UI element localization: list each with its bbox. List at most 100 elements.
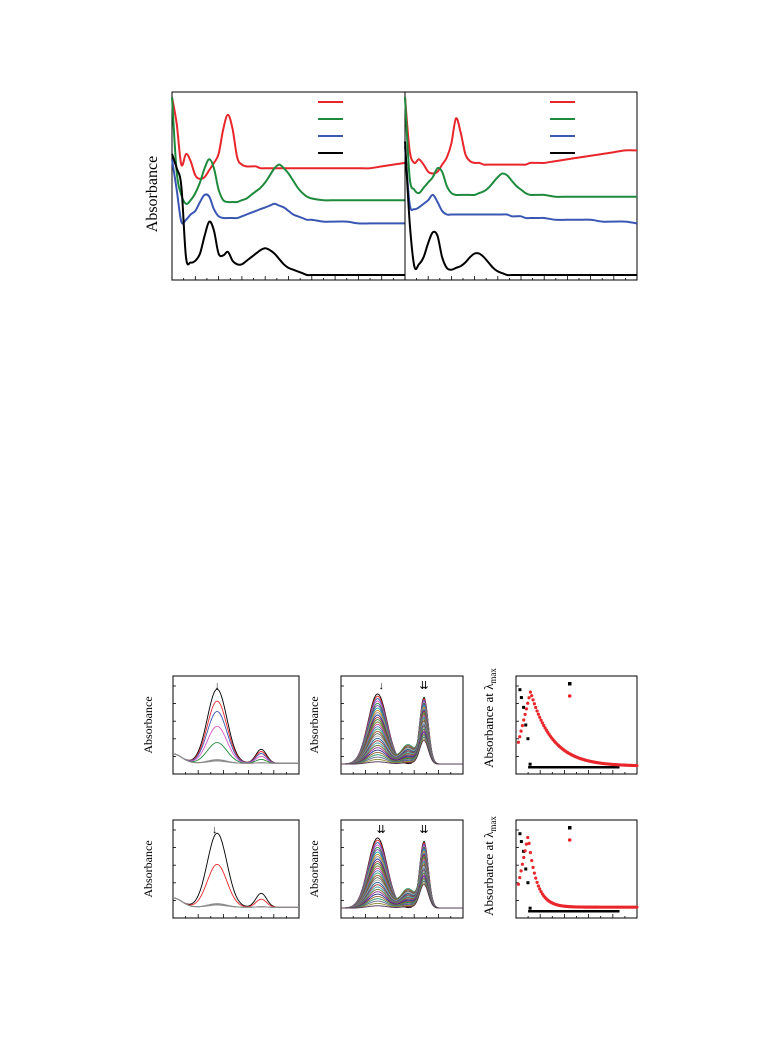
panel-r2c3-point-black <box>573 910 576 913</box>
panel-r2c3-point-red <box>523 849 527 853</box>
panel-r2c3-point-black <box>600 910 604 913</box>
panel-r2c3-point-black <box>548 910 551 913</box>
panel-r1c3-point-black <box>591 766 595 769</box>
panel-r1c3-point-red <box>539 718 543 722</box>
panel-r2c3-point-black <box>557 910 560 913</box>
panel-r1c3-point-black <box>600 766 604 769</box>
panel-r2c3-point-black <box>526 881 530 885</box>
panel-r2c3-legend-black <box>568 826 572 830</box>
panel-r2c3-point-black <box>609 910 613 913</box>
panel-r1c3-point-black <box>540 766 544 769</box>
top-panel-1-frame <box>404 91 638 281</box>
panel-r1c3-point-black <box>606 766 609 769</box>
panel-r2c3-point-black <box>555 910 558 913</box>
panel-r2c2-arrow: ⇊ <box>377 824 386 836</box>
panel-r1c3-point-black <box>526 737 530 741</box>
panel-r2c3-point-black <box>617 910 620 913</box>
panel-r1c3-point-black <box>571 766 575 769</box>
panel-r1c3-point-black <box>573 766 576 769</box>
panel-r2c3-point-red <box>538 887 542 891</box>
panel-r2c3-point-black <box>611 910 615 913</box>
panel-r1c3-point-black <box>587 766 591 769</box>
panel-r2c3-point-black <box>549 910 553 913</box>
panel-r1c3-point-black <box>615 766 618 769</box>
panel-r2c3-point-black <box>584 910 587 913</box>
panel-r2c3-point-black <box>602 910 606 913</box>
panel-r1c3-point-black <box>519 696 523 700</box>
panel-r1c3-point-black <box>566 766 569 769</box>
panel-r2c3-point-black <box>582 910 586 913</box>
panel-r1c3-point-black <box>607 766 611 769</box>
panel-r1c1-curve <box>172 710 299 764</box>
panel-r1c3-point-black <box>537 766 540 769</box>
panel-r1c3-point-black <box>558 766 562 769</box>
panel-r2c3-point-red <box>536 884 540 888</box>
panel-r1c3-point-black <box>522 705 526 709</box>
panel-r2c3-point-red <box>524 842 529 846</box>
panel-r1c3-legend-red <box>567 694 572 698</box>
panel-r1c3-point-red <box>532 702 536 706</box>
panel-r1c3-point-black <box>580 766 584 769</box>
panel-r2c3-point-black <box>595 910 598 913</box>
panel-r2c3-point-black <box>544 910 547 913</box>
panel-r2c2-curve <box>341 883 463 909</box>
panel-r2c3-point-black <box>571 910 575 913</box>
panel-r1c3-point-black <box>560 766 564 769</box>
series-line-red <box>171 96 406 180</box>
panel-r2c3-point-red <box>516 882 521 886</box>
panel-r1c3-point-red <box>519 729 523 733</box>
top-ylabel: Absorbance <box>144 156 161 232</box>
panel-r1c3-point-black <box>555 766 558 769</box>
panel-r1c1-curve <box>172 688 299 764</box>
panel-r1c3-point-black <box>542 766 546 769</box>
panel-r2c3-point-black <box>580 910 584 913</box>
panel-r2c3-point-black <box>535 910 538 913</box>
panel-r1c3-point-black <box>549 766 553 769</box>
panel-r1c3-point-black <box>531 766 535 769</box>
panel-r1c1-curve <box>172 725 299 764</box>
panel-r2c3-point-red <box>526 835 530 840</box>
panel-r2c3-point-black <box>568 910 571 913</box>
panel-r2c3-point-black <box>542 910 546 913</box>
series-line-blue <box>404 146 638 225</box>
panel-r1c3-point-red <box>527 696 531 700</box>
panel-r2c1-arrow: ↓ <box>212 824 218 836</box>
panel-r2c1-curve <box>172 897 299 908</box>
panel-r2c3-point-black <box>615 910 618 913</box>
panel-r2c2-arrow: ⇊ <box>419 824 428 836</box>
panel-r2c1-curve <box>172 832 299 908</box>
panel-r1c3-point-red <box>528 690 532 694</box>
panel-r1c3-point-black <box>553 766 557 769</box>
panel-r2c3-point-red <box>519 869 523 873</box>
panel-r2c3-point-black <box>586 910 589 913</box>
panel-r1c3-point-black <box>589 766 593 769</box>
panel-r1c3-point-black <box>546 766 549 769</box>
panel-r1c3-point-red <box>535 709 539 713</box>
ylabel-r2c1: Absorbance <box>141 840 155 897</box>
panel-r2c3-point-black <box>593 910 596 913</box>
panel-r1c2-arrow: ⇊ <box>419 680 428 692</box>
panel-r2c3-frame <box>515 819 638 919</box>
panel-r1c3-point-red <box>542 723 546 728</box>
panel-r1c3-point-red <box>516 740 521 744</box>
panel-r1c3-point-black <box>578 766 582 769</box>
panel-r1c3-point-red <box>534 705 538 710</box>
panel-r1c3-point-black <box>538 766 542 769</box>
panel-r1c3-point-black <box>597 766 600 769</box>
panel-r2c3-point-red <box>532 871 536 875</box>
panel-r2c3-point-black <box>531 910 535 913</box>
panel-r2c3-point-black <box>546 910 549 913</box>
panel-r1c1-arrow: ↓ <box>214 680 220 692</box>
ylabel-r1c3-sub: max <box>488 668 498 684</box>
panel-r2c3-point-red <box>528 851 532 855</box>
panel-r2c3-point-red <box>520 862 525 866</box>
panel-r2c3-point-black <box>518 832 522 836</box>
panel-r2c3-point-black <box>597 910 600 913</box>
series-line-green <box>404 96 637 198</box>
panel-r2c3-point-black <box>537 910 540 913</box>
panel-r2c3-point-black <box>558 910 562 913</box>
panel-r2c3-point-red <box>522 855 526 860</box>
panel-r2c3-point-black <box>553 910 557 913</box>
panel-r1c3-point-black <box>609 766 613 769</box>
